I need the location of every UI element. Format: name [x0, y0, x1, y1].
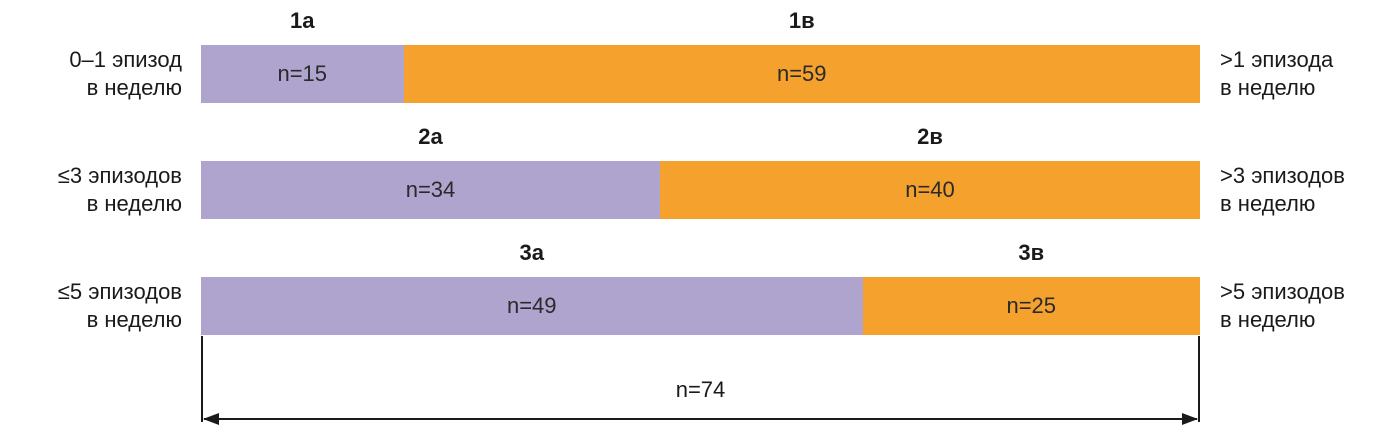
right-category-label: >1 эпизода в неделю	[1220, 46, 1333, 102]
bar-value-label: n=34	[405, 177, 456, 202]
bar-value-label: n=40	[905, 177, 955, 202]
bar-value-label: n=59	[776, 61, 827, 86]
left-category-label: ≤5 эпизодов в неделю	[58, 278, 182, 334]
chart-row: n=49 n=25 3а 3в ≤5 эпизодов в неделю >5 эпизод…	[0, 240, 1400, 340]
right-label-line: >3 эпизодов	[1220, 163, 1345, 188]
bar-segment: n=40	[660, 161, 1200, 219]
bar-segment: n=25	[862, 277, 1200, 335]
right-label-line: в неделю	[1220, 191, 1316, 216]
left-category-label: ≤3 эпизодов в неделю	[58, 162, 182, 218]
bar-track: n=34 n=40	[201, 161, 1200, 219]
bar-track: n=15 n=59	[201, 45, 1200, 103]
left-label-line: в неделю	[86, 307, 182, 332]
bar-value-label: n=25	[1006, 293, 1057, 318]
left-category-label: 0–1 эпизод в неделю	[69, 46, 182, 102]
segment-name-label: 1а	[290, 8, 315, 33]
left-label-line: ≤3 эпизодов	[57, 163, 182, 188]
right-label-line: >5 эпизодов	[1220, 279, 1345, 304]
bar-value-label: n=49	[506, 293, 557, 318]
left-label-line: ≤5 эпизодов	[57, 279, 182, 304]
bar-segment: n=34	[201, 161, 660, 219]
segment-name-label: 2в	[917, 124, 943, 149]
bar-value-label: n=15	[277, 61, 328, 86]
bar-track: n=49 n=25	[201, 277, 1200, 335]
arrow-head-left-icon	[203, 413, 219, 425]
segment-name-label: 3а	[519, 240, 544, 265]
bar-segment: n=59	[403, 45, 1200, 103]
right-label-line: в неделю	[1220, 75, 1316, 100]
right-category-label: >3 эпизодов в неделю	[1220, 162, 1345, 218]
arrow-head-right-icon	[1182, 413, 1198, 425]
chart-row: n=15 n=59 1а 1в 0–1 эпизод в неделю >1 эпизода…	[0, 8, 1400, 108]
total-count-label: n=74	[675, 377, 726, 402]
left-label-line: 0–1 эпизод	[69, 47, 182, 72]
bar-segment: n=49	[201, 277, 863, 335]
chart-row: n=34 n=40 2а 2в ≤3 эпизодов в неделю >3 эпизод…	[0, 124, 1400, 224]
segment-name-label: 3в	[1018, 240, 1045, 265]
bar-segment: n=15	[201, 45, 404, 103]
left-label-line: в неделю	[86, 191, 182, 216]
segment-name-label: 2а	[418, 124, 443, 149]
right-category-label: >5 эпизодов в неделю	[1220, 278, 1345, 334]
left-label-line: в неделю	[86, 75, 182, 100]
right-label-line: >1 эпизода	[1220, 47, 1334, 72]
right-label-line: в неделю	[1220, 307, 1316, 332]
segment-name-label: 1в	[788, 8, 815, 33]
